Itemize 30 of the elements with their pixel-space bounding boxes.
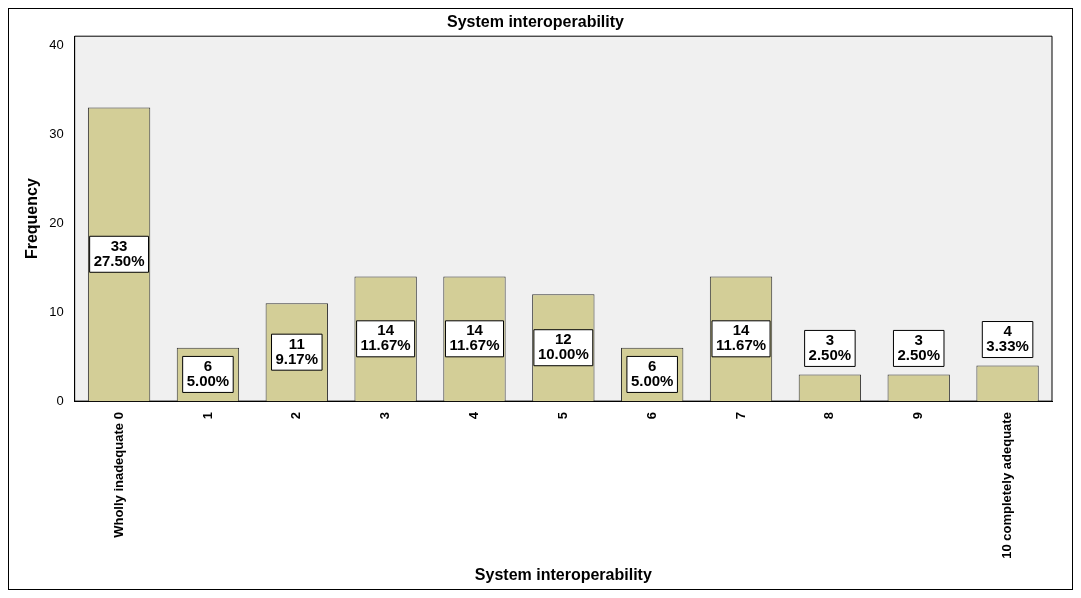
- data-label: 11 9.17%: [275, 334, 319, 367]
- x-tick-label: Wholly inadequate 0: [110, 412, 126, 538]
- chart-title: System interoperability: [447, 13, 625, 31]
- data-label: 3 2.50%: [808, 331, 852, 364]
- data-label: 14 11.67%: [360, 321, 411, 354]
- x-tick-label: 9: [910, 412, 926, 420]
- data-label: 6 5.00%: [630, 357, 674, 390]
- x-axis-title: System interoperability: [474, 565, 652, 583]
- x-tick-label: 7: [732, 412, 748, 420]
- x-tick-label: 10 completely adequate: [999, 412, 1015, 559]
- x-tick-label: 3: [377, 412, 393, 420]
- x-tick-label: 5: [554, 412, 570, 420]
- x-tick-label: 2: [288, 412, 304, 420]
- x-tick-label: 1: [199, 412, 215, 420]
- y-tick-label: 0: [56, 392, 64, 408]
- y-tick-label: 40: [49, 36, 64, 52]
- y-axis-title: Frequency: [23, 178, 41, 260]
- x-tick-label: 8: [821, 412, 837, 420]
- data-label: 6 5.00%: [186, 357, 230, 390]
- data-label: 33 27.50%: [93, 236, 145, 269]
- data-label: 4 3.33%: [986, 322, 1029, 355]
- data-label: 3 2.50%: [897, 331, 940, 364]
- y-tick-label: 10: [49, 303, 64, 319]
- y-tick-label: 30: [49, 125, 64, 141]
- y-tick-label: 20: [49, 214, 64, 230]
- data-label: 14 11.67%: [449, 321, 500, 354]
- x-tick-label: 6: [643, 412, 659, 420]
- data-label: 14 11.67%: [716, 321, 767, 354]
- x-tick-label: 4: [466, 411, 482, 420]
- data-label: 12 10.00%: [537, 330, 589, 363]
